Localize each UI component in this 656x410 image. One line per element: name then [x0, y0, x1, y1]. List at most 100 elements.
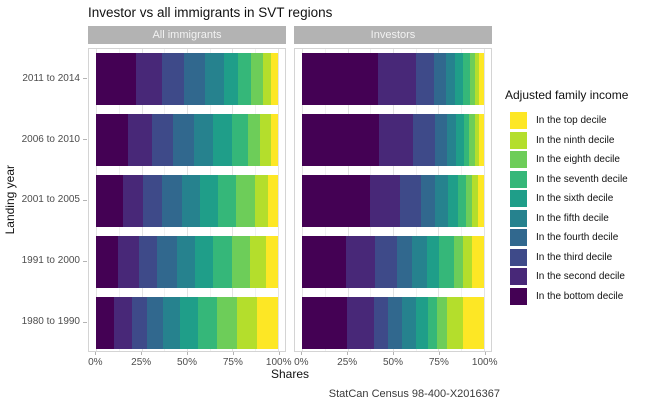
legend-swatch [510, 248, 527, 266]
bar-segment [370, 175, 400, 227]
bar-segment [193, 114, 214, 167]
bar-segment [266, 235, 278, 288]
bar-segment [184, 53, 206, 106]
y-axis-ticks [83, 48, 87, 352]
bar-segment [231, 114, 249, 167]
legend-label: In the sixth decile [536, 193, 614, 205]
bar-segment [96, 53, 137, 106]
bar-segment [237, 53, 252, 106]
x-axis-tick-label: 100% [471, 357, 498, 368]
bar-segment [254, 175, 268, 227]
y-axis-tick [83, 78, 87, 80]
bar-segment [415, 53, 435, 106]
x-axis-all-immigrants: 0% 25% 50% 75% 100% [88, 352, 291, 374]
bar-segment [96, 235, 119, 288]
bar-segment [479, 114, 484, 167]
facet-panel-all-immigrants [88, 48, 286, 352]
bar-segment [435, 114, 448, 167]
gridline-major [277, 49, 279, 351]
bar-segment [157, 235, 178, 288]
bar-segment [151, 114, 174, 167]
bar-segment [472, 175, 478, 227]
y-axis-labels: 2011 to 2014 2006 to 2010 2001 to 2005 1991… [0, 48, 80, 352]
gridline-major [483, 49, 485, 351]
bar-segment [302, 175, 371, 227]
x-axis-tick-label: 50% [176, 357, 198, 368]
x-axis-tick [278, 352, 280, 355]
legend-item: In the ninth decile [505, 131, 656, 151]
bar-segment [147, 296, 163, 349]
legend-item: In the bottom decile [505, 287, 656, 307]
x-axis-tick-label: 75% [222, 357, 243, 368]
bar-segment [427, 296, 437, 349]
bar-segment [118, 235, 139, 288]
x-axis-tick [438, 352, 440, 355]
bar-segment [263, 53, 272, 106]
bar-segment [471, 235, 484, 288]
bar-segment [260, 114, 271, 167]
x-axis-investors: 0% 25% 50% 75% 100% [294, 352, 497, 374]
legend-item: In the top decile [505, 111, 656, 131]
facet-strip-label: All immigrants [152, 29, 222, 41]
facet-strip-investors: Investors [294, 26, 492, 44]
bar-segment [218, 175, 237, 227]
legend-item: In the sixth decile [505, 189, 656, 209]
bar-segment [205, 53, 225, 106]
bar-segment [302, 235, 346, 288]
x-axis-tick [484, 352, 486, 355]
bar-segment [200, 175, 219, 227]
x-axis-tick [141, 352, 143, 355]
bar-segment [415, 296, 428, 349]
bar-segment [236, 175, 255, 227]
bar-segment [161, 175, 182, 227]
bar-segment [401, 296, 416, 349]
x-axis-tick [347, 352, 349, 355]
stacked-bar [96, 175, 278, 227]
y-axis-tick [83, 260, 87, 262]
bar-segment [128, 114, 152, 167]
legend-swatch [510, 268, 527, 286]
bar-segment [302, 296, 347, 349]
bar-segment [198, 296, 218, 349]
bar-segment [477, 175, 484, 227]
legend-items: In the top decile In the ninth decile In t… [505, 111, 656, 306]
bar-segment [462, 53, 470, 106]
bar-segment [446, 53, 455, 106]
bar-segment [132, 296, 148, 349]
legend-swatch [510, 151, 527, 169]
legend-item: In the second decile [505, 267, 656, 287]
bar-segment [181, 175, 201, 227]
bar-segment [302, 114, 380, 167]
legend-item: In the seventh decile [505, 170, 656, 190]
bar-segment [462, 296, 484, 349]
bar-segment [122, 175, 143, 227]
bar-segment [456, 114, 464, 167]
bar-segment [224, 53, 238, 106]
chart-caption: StatCan Census 98-400-X2016367 [328, 388, 500, 400]
bar-segment [412, 235, 428, 288]
bar-segment [213, 235, 232, 288]
x-axis-tick-label: 50% [382, 357, 404, 368]
facet-all-immigrants: All immigrants 0% 25% 50% 75% 100% [88, 26, 291, 370]
stacked-bar [96, 53, 278, 106]
bar-segment [217, 296, 238, 349]
y-axis-tick-label: 1991 to 2000 [21, 255, 80, 267]
bar-segment [270, 114, 278, 167]
bar-segment [346, 296, 374, 349]
x-axis-tick-label: 25% [337, 357, 358, 368]
x-axis-tick-label: 0% [294, 357, 309, 368]
bar-segment [374, 235, 397, 288]
x-axis-tick [393, 352, 394, 355]
legend-swatch [510, 209, 527, 227]
bar-segment [302, 53, 379, 106]
legend-swatch [510, 112, 527, 130]
y-axis-tick-label: 2001 to 2005 [21, 194, 80, 206]
legend-label: In the eighth decile [536, 154, 620, 166]
facet-strip-label: Investors [370, 29, 416, 41]
legend-label: In the fourth decile [536, 232, 619, 244]
bar-segment [453, 235, 463, 288]
bar-segment [113, 296, 133, 349]
bar-segment [427, 235, 440, 288]
stacked-bar [302, 235, 484, 288]
bar-segment [454, 53, 463, 106]
